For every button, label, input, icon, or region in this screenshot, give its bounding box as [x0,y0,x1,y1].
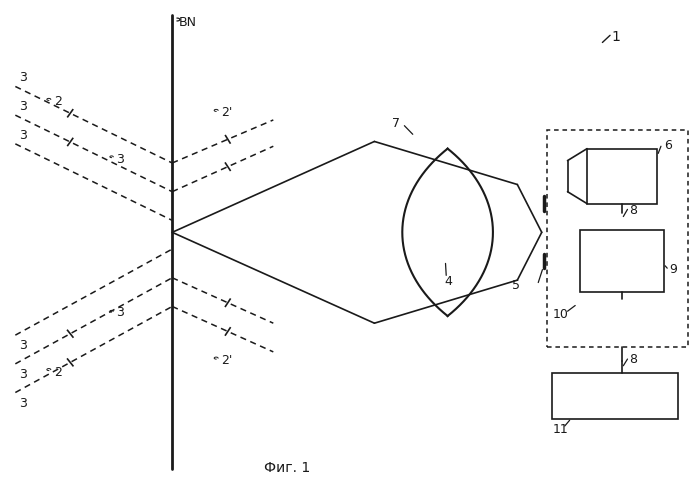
Text: 6: 6 [664,139,671,152]
Text: 4: 4 [444,274,452,287]
Text: 3: 3 [19,71,27,84]
Text: 8: 8 [629,204,637,216]
Text: 3: 3 [19,338,27,351]
Text: 1: 1 [612,30,620,44]
Text: 2: 2 [54,365,62,378]
Bar [580,230,664,292]
Text: 11: 11 [552,422,568,435]
Text: 10: 10 [552,308,568,321]
Text: 3: 3 [116,152,125,165]
Text: Фиг. 1: Фиг. 1 [264,460,310,474]
Bar [587,149,657,204]
Text: 7: 7 [392,117,400,130]
Text: 2: 2 [54,95,62,108]
Text: 2': 2' [221,353,232,366]
Text: 8: 8 [629,352,637,365]
Text: 5: 5 [512,279,521,292]
Text: 9: 9 [669,262,677,275]
Text: 3: 3 [116,305,125,318]
Text: 3: 3 [19,367,27,380]
Text: BN: BN [179,16,197,29]
Text: 2': 2' [221,106,232,119]
Text: 3: 3 [19,396,27,409]
Bar [552,373,678,419]
Text: 3: 3 [19,100,27,113]
Text: 3: 3 [19,129,27,142]
